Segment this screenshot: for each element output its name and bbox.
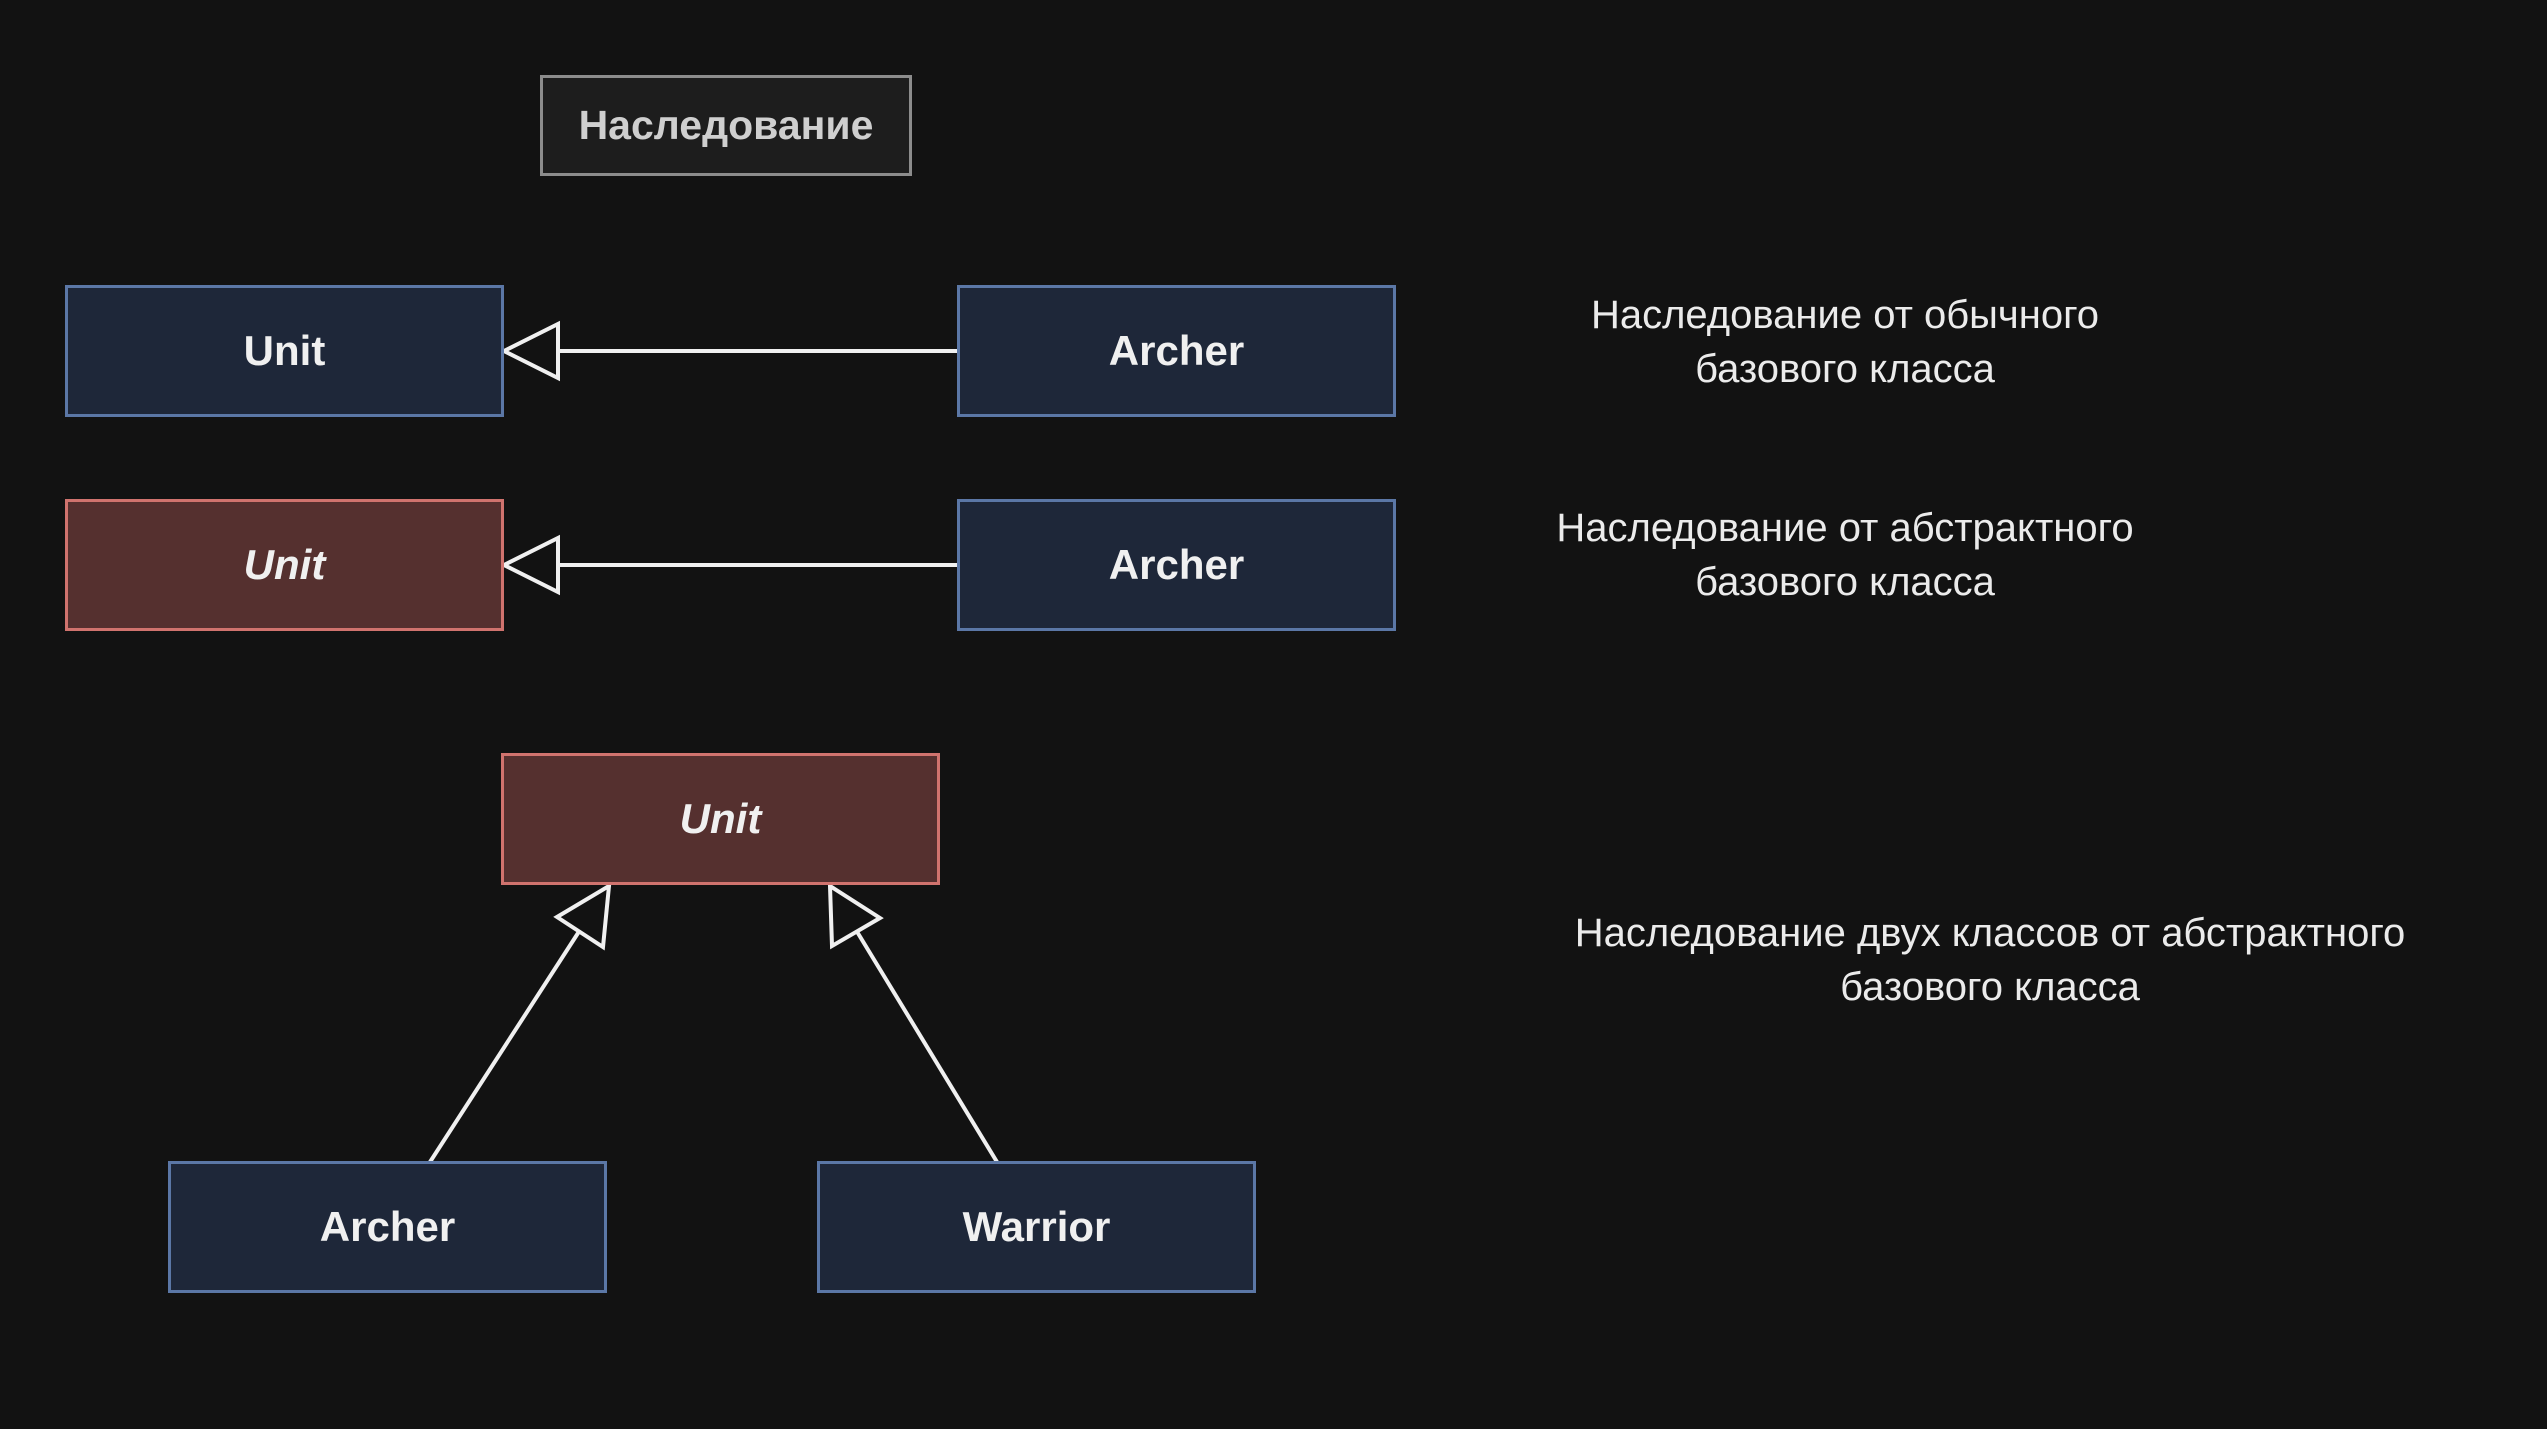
caption-row3: Наследование двух классов от абстрактног… xyxy=(1480,906,2500,1014)
caption-row3-line2: базового класса xyxy=(1840,965,2140,1009)
caption-row2-line1: Наследование от абстрактного xyxy=(1556,506,2134,550)
archer-class-box-3: Archer xyxy=(168,1161,607,1293)
arrow-row3-left xyxy=(428,882,612,1164)
arrow-row2 xyxy=(499,534,957,596)
arrow-row1 xyxy=(499,320,957,382)
caption-row1-line1: Наследование от обычного xyxy=(1590,293,2100,337)
arrow-row3-right xyxy=(827,882,999,1164)
diagram-title: Наследование xyxy=(540,75,912,176)
warrior-class-box: Warrior xyxy=(817,1161,1256,1293)
archer-class-box-2: Archer xyxy=(957,499,1396,631)
caption-row1: Наследование от обычного базового класса xyxy=(1465,288,2225,396)
caption-row2-line2: базового класса xyxy=(1695,560,1995,604)
abstract-unit-class-box: Unit xyxy=(65,499,504,631)
unit-class-box: Unit xyxy=(65,285,504,417)
caption-row1-line2: базового класса xyxy=(1695,347,1995,391)
caption-row2: Наследование от абстрактного базового кл… xyxy=(1465,501,2225,609)
abstract-unit-class-box-2: Unit xyxy=(501,753,940,885)
archer-class-box: Archer xyxy=(957,285,1396,417)
caption-row3-line1: Наследование двух классов от абстрактног… xyxy=(1574,911,2406,955)
